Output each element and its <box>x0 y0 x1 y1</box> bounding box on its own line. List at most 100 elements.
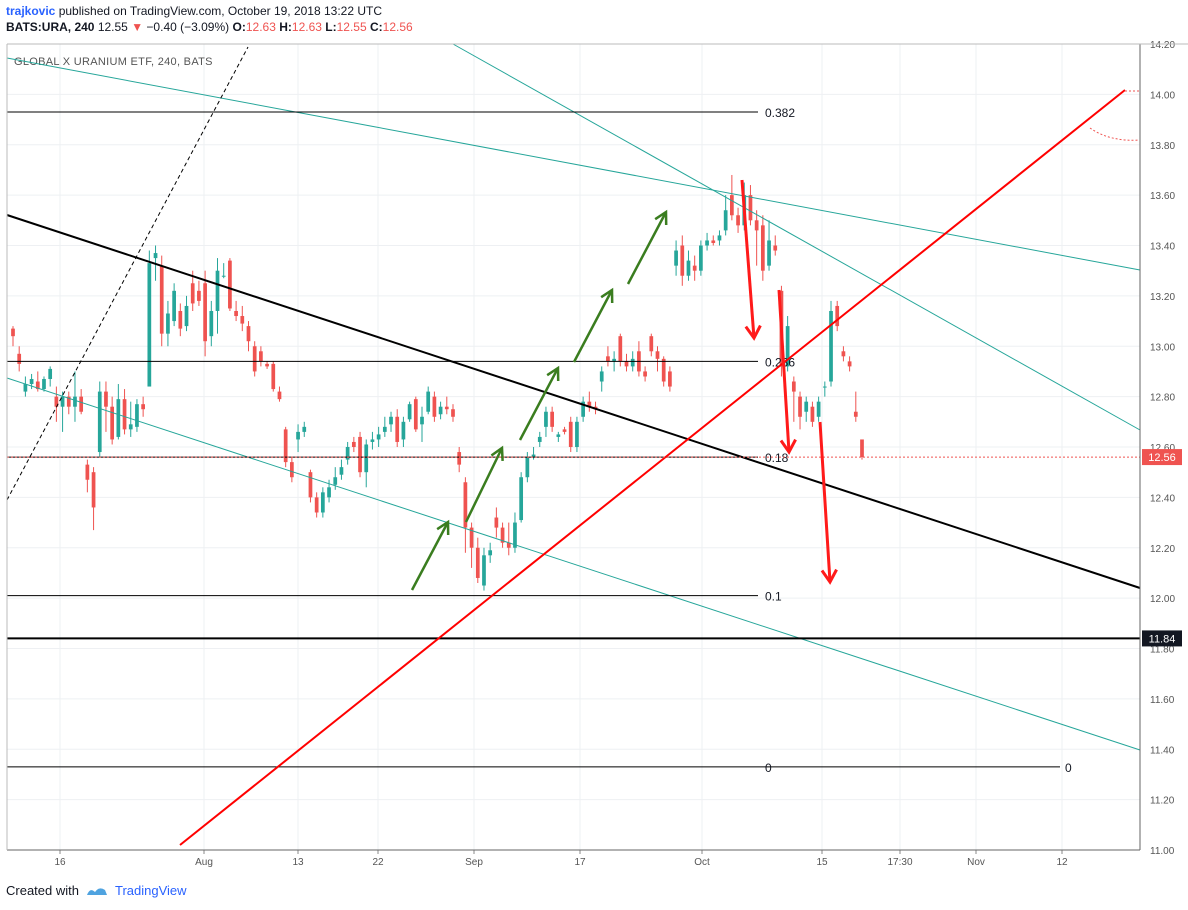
candle-body <box>575 421 579 447</box>
candle-body <box>60 396 65 407</box>
brand-name[interactable]: TradingView <box>114 883 187 898</box>
candle-body <box>116 399 121 437</box>
ohlc-line: BATS:URA, 240 12.55 ▼ −0.40 (−3.09%) O:1… <box>6 19 413 35</box>
candle-body <box>79 396 84 412</box>
candle-body <box>674 250 678 266</box>
candle-body <box>860 439 864 458</box>
candle-body <box>835 305 840 327</box>
y-tick-label: 11.40 <box>1150 745 1175 756</box>
x-tick-label: Aug <box>195 857 213 868</box>
candle-body <box>680 245 685 276</box>
x-tick-label: 22 <box>372 857 384 868</box>
candle-body <box>271 363 276 390</box>
candle-body <box>290 462 294 478</box>
open-value: 12.63 <box>245 20 276 34</box>
created-with-label: Created with <box>6 883 79 898</box>
up-arrow-head <box>546 365 560 382</box>
candle-body <box>451 409 455 417</box>
candle-body <box>463 482 468 528</box>
y-tick-label: 11.20 <box>1150 796 1175 807</box>
down-triangle-icon: ▼ <box>131 20 144 34</box>
candle-body <box>711 240 716 243</box>
candle-body <box>351 441 356 447</box>
trend-line-red <box>179 89 1126 846</box>
candle-body <box>345 447 350 460</box>
candle-body <box>791 381 796 392</box>
candle-body <box>29 378 34 385</box>
level-tag <box>1142 630 1182 647</box>
candle-body <box>407 404 412 420</box>
up-arrow <box>626 211 668 285</box>
candle-body <box>822 386 827 388</box>
author-name[interactable]: trajkovic <box>6 4 56 18</box>
candle-body <box>810 406 815 422</box>
candle-body <box>66 396 71 407</box>
candle-body <box>308 472 313 498</box>
candle-body <box>668 371 672 387</box>
candle-body <box>364 444 369 473</box>
candle-body <box>265 363 269 367</box>
candle-body <box>54 396 59 407</box>
candle-body <box>172 290 176 322</box>
candle-body <box>376 434 381 440</box>
close-value: 12.56 <box>382 20 413 34</box>
candle-body <box>587 401 592 407</box>
candle-body <box>544 411 548 427</box>
candle-body <box>655 351 660 359</box>
candle-body <box>562 429 567 432</box>
x-tick-label: 15 <box>816 857 828 868</box>
candle-body <box>525 457 530 478</box>
candle-body <box>302 426 307 432</box>
x-tick-label: Sep <box>465 857 483 868</box>
candle-body <box>17 353 22 364</box>
candle-body <box>327 487 331 498</box>
low-value: 12.55 <box>336 20 367 34</box>
down-arrow <box>777 289 791 453</box>
candle-body <box>513 522 517 548</box>
open-label: O: <box>232 20 246 34</box>
symbol-label: BATS:URA, 240 <box>6 20 95 34</box>
candle-body <box>599 371 604 382</box>
y-tick-label: 13.60 <box>1150 191 1175 202</box>
footer: Created with TradingView <box>6 883 187 898</box>
candle-body <box>259 351 263 362</box>
candle-body <box>240 316 245 324</box>
y-tick-label: 12.60 <box>1150 443 1175 454</box>
up-arrow-head <box>600 287 614 304</box>
candle-body <box>73 396 77 407</box>
candle-body <box>382 426 387 432</box>
candle-body <box>482 555 486 586</box>
y-tick-label: 13.80 <box>1150 141 1175 152</box>
candle-body <box>717 235 722 241</box>
candle-body <box>661 358 666 382</box>
candle-body <box>23 384 28 392</box>
x-tick-label: 12 <box>1056 857 1068 868</box>
fib-level-label: 0.1 <box>765 590 782 604</box>
candle-body <box>606 356 610 362</box>
candle-body <box>550 411 555 427</box>
high-value: 12.63 <box>291 20 322 34</box>
chart-header: trajkovic published on TradingView.com, … <box>6 3 413 35</box>
candle-body <box>85 464 90 480</box>
x-tick-label: 13 <box>292 857 304 868</box>
publish-info: published on TradingView.com, October 19… <box>58 4 383 18</box>
fib-level-label: 0 <box>765 761 772 775</box>
candle-body <box>649 336 654 352</box>
candle-body <box>438 406 443 415</box>
candle-body <box>785 326 790 367</box>
candle-body <box>147 263 152 387</box>
candle-body <box>339 467 344 475</box>
candle-body <box>519 477 524 521</box>
y-tick-label: 11.00 <box>1150 846 1175 857</box>
candle-body <box>568 421 573 447</box>
candle-body <box>184 305 189 327</box>
candle-body <box>228 260 232 309</box>
candle-body <box>358 436 362 473</box>
candle-body <box>141 404 145 410</box>
candle-body <box>754 220 759 231</box>
up-arrow <box>464 447 504 523</box>
candle-body <box>234 310 238 317</box>
fib-level-label: 0 <box>1065 761 1072 775</box>
